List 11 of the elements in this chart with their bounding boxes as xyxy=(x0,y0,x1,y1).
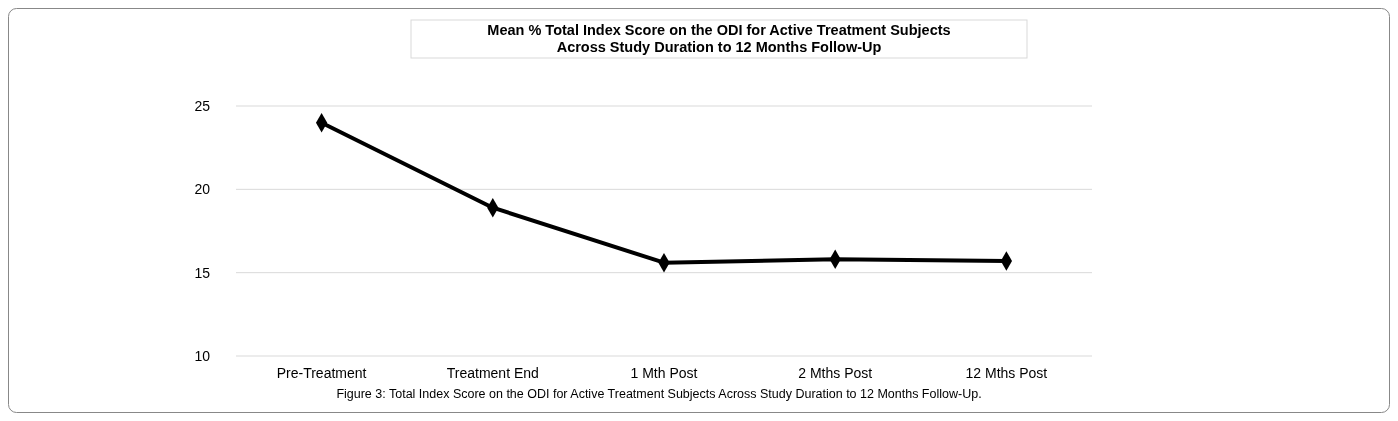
caption: Figure 3: Total Index Score on the ODI for Active Treatment Subjects Across Study Duration to 12 Months Follow-Up. xyxy=(336,387,982,401)
y-tick-label: 20 xyxy=(194,181,211,198)
x-tick-label: 2 Mths Post xyxy=(798,365,873,381)
x-tick-label: 12 Mths Post xyxy=(965,365,1048,381)
x-tick-label: Treatment End xyxy=(446,365,539,381)
y-tick-label: 10 xyxy=(194,347,211,364)
chart-title: Mean % Total Index Score on the ODI for Active Treatment Subjects Across Study Duration to 12 Months Follow-Up xyxy=(487,22,951,55)
y-tick-label: 15 xyxy=(194,264,211,281)
x-tick-label: 1 Mth Post xyxy=(630,365,698,381)
x-tick-label: Pre-Treatment xyxy=(276,365,367,381)
y-tick-label: 25 xyxy=(194,97,211,114)
